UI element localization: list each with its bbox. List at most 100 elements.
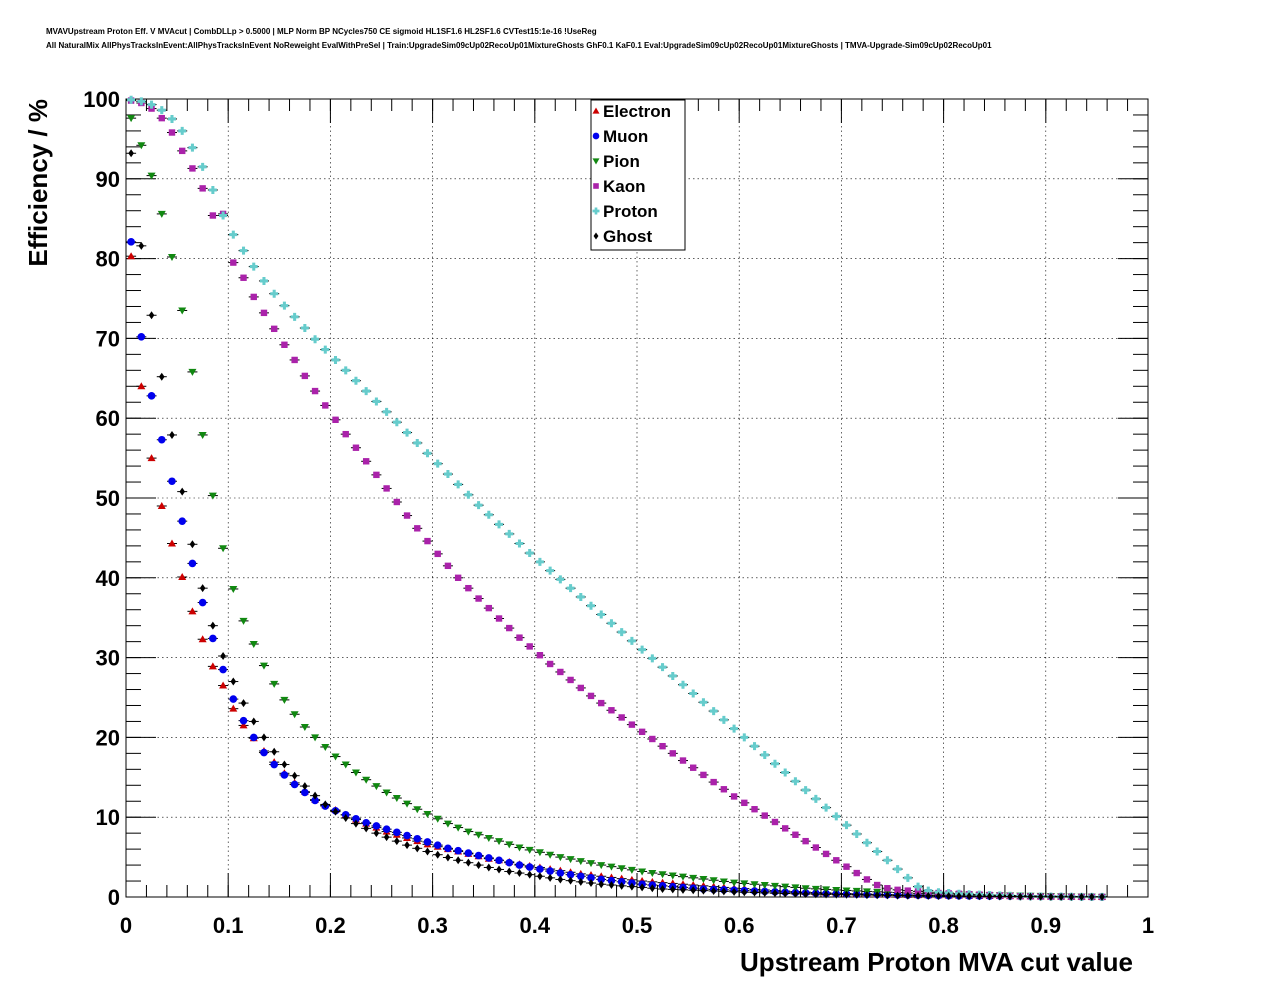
kaon-point [863,876,871,883]
kaon-point [700,771,707,779]
ghost-point [342,813,349,822]
ghost-point [1088,892,1095,901]
ghost-point [455,856,461,865]
ghost-point [547,873,553,882]
pion-point [668,872,677,880]
muon-point [444,844,452,853]
legend-entry-ghost: Ghost [593,227,652,246]
kaon-point [546,660,554,668]
pion-point [178,307,187,315]
pion-point [270,680,279,688]
pion-point [709,877,718,885]
ghost-point [373,829,380,838]
kaon-point [567,676,574,684]
x-tick-label: 1 [1142,913,1154,938]
pion-point [331,753,340,761]
muon-point [352,814,360,823]
proton-point [893,865,902,874]
x-axis-title: Upstream Proton MVA cut value [740,947,1133,977]
ghost-point [179,487,186,496]
ghost-point [956,892,962,901]
proton-point [495,520,504,529]
ghost-point [363,824,369,833]
ghost-point [843,890,850,899]
kaon-point [628,721,636,728]
proton-point [699,698,708,707]
ghost-point [1017,892,1024,901]
pion-point [730,879,739,887]
proton-point [811,794,820,803]
electron-point [198,635,207,643]
proton-point [484,510,493,519]
electron-point [167,539,176,547]
pion-point [546,851,555,859]
muon-point [260,748,268,757]
kaon-point [209,212,217,219]
muon-point [198,598,207,607]
ghost-point [445,853,451,862]
ghost-point [434,850,441,859]
legend-label-proton: Proton [603,202,658,221]
ghost-point [659,885,666,894]
pion-point [525,846,534,854]
kaon-point [761,812,768,819]
y-tick-label: 60 [96,406,120,431]
kaon-point [506,624,513,632]
muon-point [566,870,575,879]
proton-point [740,733,749,742]
series-markers [126,95,1108,901]
kaon-point [649,735,656,743]
kaon-point [659,742,666,750]
kaon-point [291,356,298,364]
kaon-point [710,778,717,786]
proton-point [914,882,923,891]
proton-point [730,724,739,733]
muon-point [536,865,544,873]
pion-point [433,815,442,823]
ghost-point [997,892,1003,901]
muon-point [485,854,493,862]
ghost-point [506,867,513,876]
kaon-point [598,699,605,707]
kaon-point [771,818,779,826]
kaon-point [332,416,339,423]
proton-point [791,777,800,786]
ghost-point [629,882,635,891]
tick-labels: 0 0.1 0.2 0.3 0.4 0.5 0.6 0.7 0.8 0.9 101020304050… [83,87,1154,938]
x-tick-label: 0.6 [724,913,755,938]
kaon-point [904,887,912,894]
kaon-point [557,668,564,676]
muon-point [168,477,176,486]
proton-point [270,289,279,298]
kaon-point [342,430,349,438]
proton-point [924,886,933,895]
proton-point [362,387,371,396]
proton-point [464,490,473,499]
muon-point [229,695,238,703]
kaon-point [434,550,441,558]
pion-point [648,870,657,878]
kaon-point [516,634,523,641]
kaon-point [730,793,738,800]
x-tick-label: 0.3 [417,913,448,938]
pion-point [167,254,176,262]
ghost-point [1037,892,1044,901]
chart-title-line-2: All NaturalMix AllPhysTracksInEvent:AllP… [46,41,992,50]
ghost-point [649,884,656,893]
proton-point [525,549,534,558]
muon-point [556,869,565,877]
pion-point [229,585,238,593]
ghost-point [772,889,778,898]
ghost-point [588,879,594,888]
ghost-point [1027,892,1034,901]
pion-point [403,800,412,808]
ghost-point [148,311,155,320]
legend-box [590,99,686,251]
muon-point [270,760,278,769]
kaon-point [414,525,421,532]
pion-point [413,806,422,814]
kaon-point [884,885,891,892]
proton-point [454,480,463,489]
ghost-point [220,652,226,661]
x-tick-label: 0.4 [520,913,551,938]
